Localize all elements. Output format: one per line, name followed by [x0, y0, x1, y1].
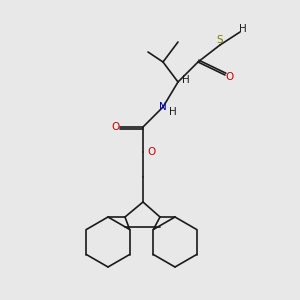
Text: N: N — [159, 102, 167, 112]
Text: S: S — [217, 35, 223, 45]
Text: H: H — [239, 24, 247, 34]
Text: O: O — [111, 122, 119, 132]
Text: H: H — [182, 75, 190, 85]
Text: O: O — [147, 147, 155, 157]
Text: H: H — [169, 107, 177, 117]
Text: O: O — [225, 72, 233, 82]
